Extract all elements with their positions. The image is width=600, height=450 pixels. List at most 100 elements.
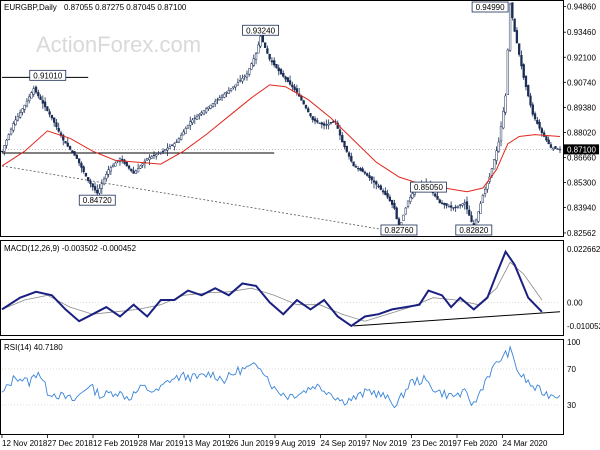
candle-body — [141, 163, 144, 166]
candle-body — [250, 63, 253, 70]
candle-body — [354, 166, 358, 168]
candle-body — [282, 73, 285, 77]
candle-body — [114, 162, 117, 167]
candle-body — [515, 30, 519, 44]
candle-body — [316, 120, 319, 123]
candle-body — [257, 44, 260, 54]
candle-body — [361, 168, 364, 173]
candle-body — [130, 168, 133, 172]
y-tick-label: 0.90740 — [567, 78, 596, 87]
candle-body — [343, 140, 346, 148]
candle-body — [434, 193, 437, 197]
candle-body — [329, 122, 333, 124]
candle-body — [53, 117, 56, 123]
price-label-box — [380, 224, 418, 236]
x-tick-label: 13 May 2019 — [184, 439, 231, 448]
candle-body — [107, 169, 110, 175]
candle-body — [139, 165, 142, 169]
candle-body — [68, 146, 72, 150]
candle-body — [502, 111, 505, 129]
candle-body — [468, 209, 471, 216]
candle-body — [322, 123, 326, 126]
candle-body — [243, 75, 246, 78]
candle-body — [155, 154, 158, 157]
candle-body — [241, 78, 244, 82]
y-tick-label: 0.85300 — [567, 179, 596, 188]
candle-body — [549, 144, 553, 148]
candle-body — [170, 144, 174, 146]
candle-body — [527, 85, 530, 97]
trendline — [1, 165, 400, 233]
candle-body — [25, 100, 29, 107]
candle-body — [111, 164, 115, 168]
candle-body — [452, 207, 455, 209]
candle-body — [55, 122, 58, 128]
candle-body — [87, 177, 90, 181]
candle-body — [384, 190, 387, 195]
macd-y-tick-label: -0.010052 — [567, 322, 600, 331]
candle-body — [102, 178, 106, 185]
candle-body — [307, 108, 310, 113]
candle-body — [109, 167, 113, 172]
x-tick-label: 7 Nov 2019 — [366, 439, 407, 448]
candle-body — [309, 113, 312, 117]
candle-body — [127, 165, 131, 169]
y-tick-label: 0.93460 — [567, 28, 596, 37]
candle-body — [318, 122, 321, 124]
y-axis-labels: 0.94860 0.93460 0.92100 0.90740 0.89380 0.880… — [563, 2, 600, 410]
price-label-box — [471, 1, 509, 13]
main-panel — [0, 0, 564, 237]
candle-body — [236, 82, 240, 86]
ohlc-label: 0.87055 0.87275 0.87045 0.87100 — [64, 3, 187, 12]
candle-body — [96, 189, 99, 194]
macd-signal-line — [1, 261, 543, 322]
candle-body — [34, 86, 38, 93]
candle-body — [375, 181, 378, 185]
rsi-y-tick-label: 70 — [567, 365, 576, 374]
candle-body — [200, 112, 203, 115]
x-axis-labels: 12 Nov 2018 27 Dec 2018 12 Feb 2019 28 Mar … — [1, 434, 548, 448]
current-price-box — [564, 144, 599, 155]
candle-body — [166, 147, 169, 151]
candle-body — [39, 96, 42, 100]
candle-body — [105, 174, 108, 179]
candle-body — [118, 158, 122, 163]
x-tick-label: 24 Sep 2019 — [321, 439, 367, 448]
candle-body — [182, 131, 185, 136]
candle-body — [16, 115, 20, 121]
macd-chart-group — [1, 249, 561, 328]
candle-body — [84, 172, 88, 177]
candle-body — [465, 201, 469, 210]
candle-body — [77, 158, 81, 164]
candle-body — [0, 150, 4, 153]
x-tick-label: 12 Nov 2018 — [2, 439, 48, 448]
candle-body — [254, 53, 258, 60]
price-label-text: 0.85050 — [414, 183, 443, 192]
candle-body — [506, 49, 509, 95]
candle-body — [404, 207, 407, 215]
candle-body — [270, 60, 274, 63]
candle-body — [123, 159, 126, 164]
candle-body — [202, 110, 206, 115]
candle-body — [266, 48, 269, 54]
candle-body — [284, 76, 287, 80]
candle-body — [529, 95, 532, 106]
price-label-box — [410, 181, 447, 193]
candle-body — [470, 215, 473, 223]
candle-body — [125, 161, 128, 167]
candle-body — [175, 141, 178, 143]
candle-body — [341, 135, 344, 143]
candle-body — [223, 93, 226, 98]
candle-body — [377, 185, 380, 188]
candle-body — [447, 206, 451, 208]
candle-body — [93, 186, 97, 191]
candle-body — [5, 139, 8, 146]
candle-body — [161, 150, 165, 153]
macd-y-tick-label: 0.022662 — [567, 245, 600, 254]
candle-body — [64, 140, 67, 144]
candle-body — [239, 80, 242, 82]
candle-body — [381, 190, 385, 193]
candle-body — [352, 161, 355, 167]
candle-body — [379, 185, 382, 190]
y-tick-label: 0.83940 — [567, 204, 596, 213]
